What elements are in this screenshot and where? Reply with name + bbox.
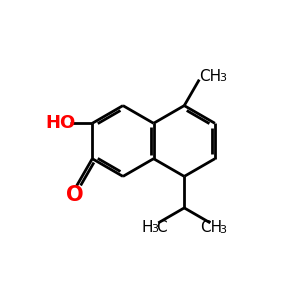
Text: O: O: [66, 185, 83, 205]
Text: 3: 3: [219, 74, 226, 83]
Text: 3: 3: [219, 225, 226, 235]
Text: C: C: [156, 220, 166, 236]
Text: HO: HO: [46, 114, 76, 132]
Text: CH: CH: [200, 69, 222, 84]
Text: 3: 3: [151, 224, 158, 235]
Text: H: H: [141, 220, 153, 236]
Text: CH: CH: [200, 220, 222, 236]
